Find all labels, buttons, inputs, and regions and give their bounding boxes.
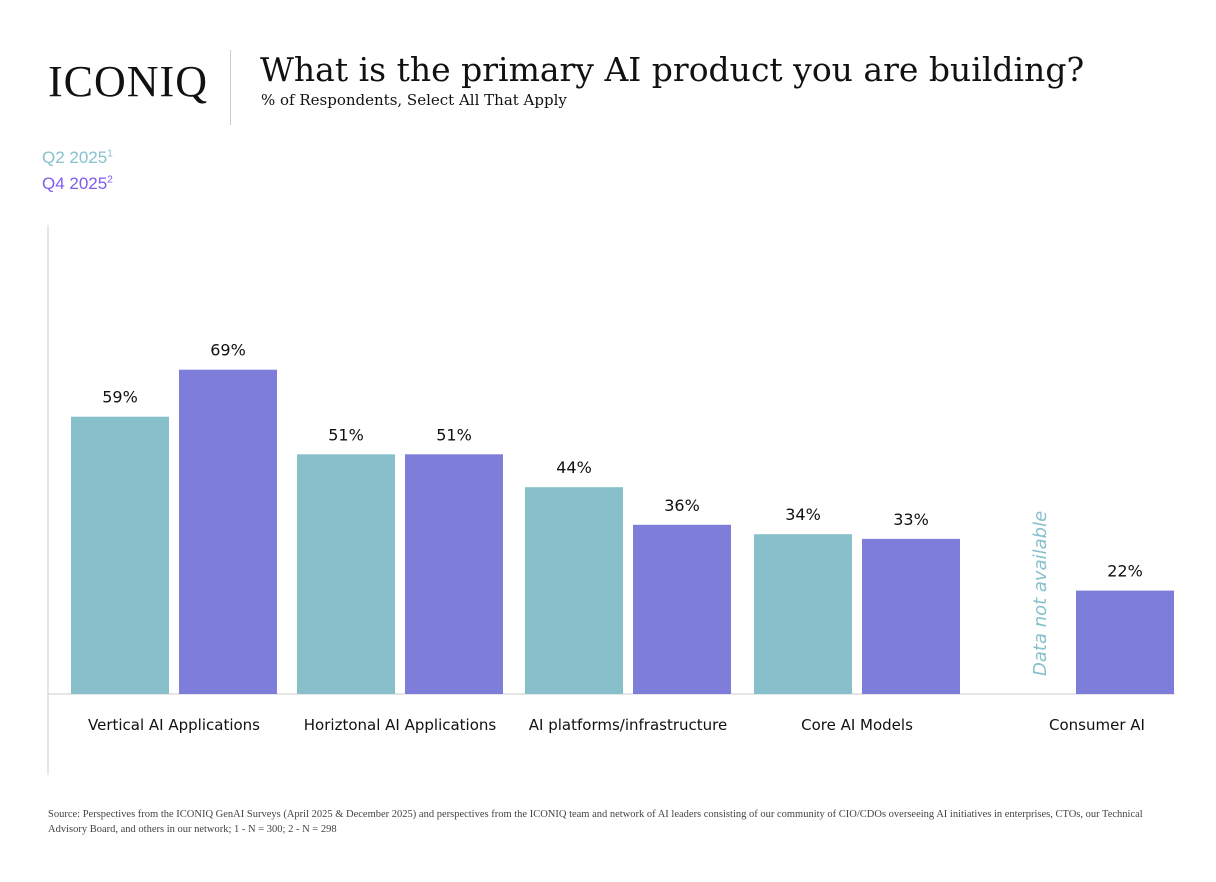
bar-q4 xyxy=(1076,590,1174,694)
category-label: Vertical AI Applications xyxy=(88,716,260,734)
data-label: 36% xyxy=(664,496,700,515)
data-label: 51% xyxy=(436,425,472,444)
category-label: AI platforms/infrastructure xyxy=(529,716,727,734)
data-label: 34% xyxy=(785,505,821,524)
data-label: 69% xyxy=(210,341,246,360)
data-label: 59% xyxy=(102,388,138,407)
category-label: Core AI Models xyxy=(801,716,913,734)
data-label: 33% xyxy=(893,510,929,529)
data-label: 22% xyxy=(1107,562,1143,581)
bar-q2 xyxy=(71,416,169,694)
bar-q4 xyxy=(179,369,277,694)
bar-q2 xyxy=(754,534,852,694)
bar-q2 xyxy=(297,454,395,694)
source-footnote: Source: Perspectives from the ICONIQ Gen… xyxy=(48,809,1143,835)
legend-q4-label: Q4 2025 xyxy=(42,174,108,193)
bar-q2 xyxy=(525,487,623,694)
legend-q4: Q4 20252 xyxy=(42,174,113,194)
bar-q4 xyxy=(862,538,960,694)
header-divider xyxy=(230,50,231,125)
bar-q4 xyxy=(633,524,731,694)
legend-q2: Q2 20251 xyxy=(42,148,113,168)
legend-q2-label: Q2 2025 xyxy=(42,148,108,167)
bar-q4 xyxy=(405,454,503,694)
data-label: 51% xyxy=(328,425,364,444)
chart-title: What is the primary AI product you are b… xyxy=(260,50,1085,89)
data-label: 44% xyxy=(556,458,592,477)
legend-q2-sup: 1 xyxy=(107,148,113,160)
iconiq-logo: ICONIQ xyxy=(48,57,208,106)
legend-q4-sup: 2 xyxy=(107,174,113,186)
category-label: Horiztonal AI Applications xyxy=(304,716,497,734)
category-label: Consumer AI xyxy=(1049,716,1145,734)
chart-subtitle: % of Respondents, Select All That Apply xyxy=(261,91,567,109)
data-not-available-note: Data not available xyxy=(1030,511,1051,676)
